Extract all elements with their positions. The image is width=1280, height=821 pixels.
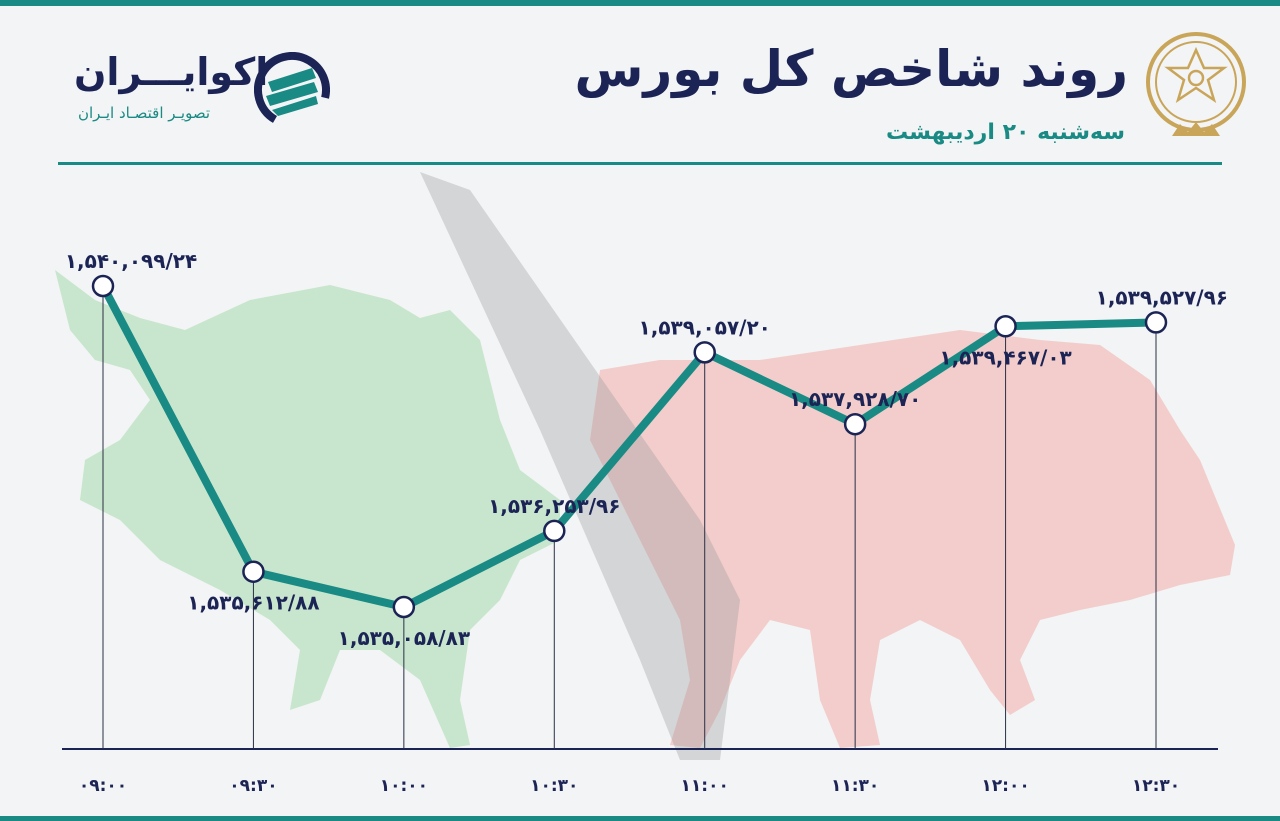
x-tick-label: ۱۰:۳۰ bbox=[530, 776, 578, 796]
data-point bbox=[843, 412, 867, 436]
bull-icon bbox=[55, 270, 560, 748]
data-label: ۱,۵۳۹,۴۶۷/۰۳ bbox=[939, 345, 1071, 369]
background-illustration bbox=[55, 172, 1235, 760]
data-label: ۱,۵۳۶,۲۵۳/۹۶ bbox=[488, 494, 620, 518]
brand-tagline: تصویـر اقتصـاد ایـران bbox=[78, 104, 211, 122]
data-point bbox=[392, 595, 416, 619]
data-point bbox=[1144, 311, 1168, 334]
series-line bbox=[99, 282, 1160, 611]
data-point bbox=[994, 315, 1017, 338]
data-label: ۱,۵۳۷,۹۲۸/۷۰ bbox=[789, 387, 921, 411]
x-tick-label: ۱۲:۰۰ bbox=[981, 776, 1029, 796]
bear-icon bbox=[590, 330, 1235, 748]
page-title: روند شاخص کل بورس bbox=[574, 40, 1128, 98]
bottom-accent-bar bbox=[0, 816, 1280, 821]
tehran-stock-exchange-seal-icon bbox=[1146, 32, 1246, 136]
data-label: ۱,۵۴۰,۰۹۹/۲۴ bbox=[65, 249, 197, 273]
data-label: ۱,۵۳۵,۰۵۸/۸۳ bbox=[338, 626, 470, 650]
data-label: ۱,۵۳۵,۶۱۲/۸۸ bbox=[187, 591, 319, 615]
x-tick-label: ۱۰:۰۰ bbox=[380, 776, 428, 796]
top-accent-bar bbox=[0, 0, 1280, 6]
x-tick-label: ۰۹:۰۰ bbox=[79, 776, 127, 796]
page-date: سه‌شنبه ۲۰ اردیبهشت bbox=[885, 120, 1125, 145]
x-tick-label: ۰۹:۳۰ bbox=[229, 776, 277, 796]
data-point bbox=[91, 274, 115, 298]
data-point bbox=[693, 341, 716, 364]
arrow-shape bbox=[420, 172, 740, 760]
header-divider bbox=[58, 162, 1222, 165]
data-label: ۱,۵۳۹,۰۵۷/۲۰ bbox=[639, 315, 771, 339]
brand-name: اکوایـــران bbox=[74, 50, 269, 94]
x-tick-label: ۱۱:۳۰ bbox=[831, 776, 879, 796]
x-tick-label: ۱۲:۳۰ bbox=[1132, 776, 1180, 796]
ecoiran-logo-icon bbox=[254, 52, 330, 128]
x-tick-label: ۱۱:۰۰ bbox=[681, 776, 729, 796]
data-label: ۱,۵۳۹,۵۲۷/۹۶ bbox=[1096, 285, 1228, 309]
data-point bbox=[242, 560, 265, 583]
data-point bbox=[543, 519, 566, 543]
